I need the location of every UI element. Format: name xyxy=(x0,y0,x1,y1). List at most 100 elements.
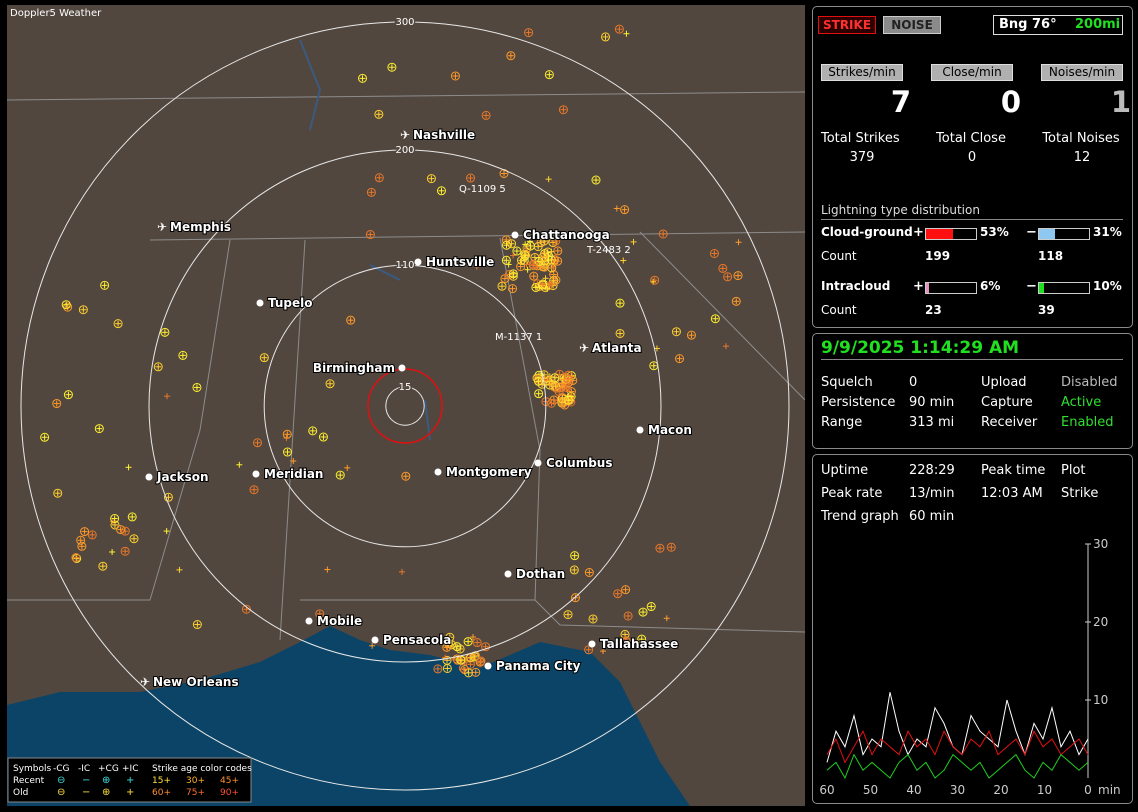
strike-circle xyxy=(113,319,123,329)
city-dot xyxy=(511,231,519,239)
strike-circle xyxy=(516,255,526,265)
strike-circle xyxy=(358,73,368,83)
strike-circle xyxy=(464,668,474,678)
rate-button[interactable]: Close/min xyxy=(931,64,1013,81)
strike-symbol xyxy=(374,109,384,119)
x-tick-label: 0 xyxy=(1084,783,1092,797)
x-tick-label: 50 xyxy=(863,783,878,797)
legend-symbol: ⊕ xyxy=(102,775,110,786)
city-dot xyxy=(588,640,596,648)
total-value: 0 xyxy=(967,150,977,165)
strike-button[interactable]: STRIKE xyxy=(818,16,876,34)
strike-symbol xyxy=(192,382,202,392)
legend-box xyxy=(7,757,252,803)
legend-symbol: − xyxy=(82,775,90,786)
status-cell: Range xyxy=(821,415,863,430)
strike-circle xyxy=(120,546,130,556)
strike-symbol xyxy=(463,637,473,647)
strike-symbol xyxy=(109,548,116,555)
strike-circle xyxy=(638,607,648,617)
legend-age: 45+ xyxy=(220,776,239,786)
city-label: Chattanooga xyxy=(523,228,610,242)
range-label: 15 xyxy=(399,382,412,393)
strike-circle xyxy=(568,375,578,385)
strike-circle xyxy=(546,398,556,408)
percent-bar-track xyxy=(1038,282,1090,294)
rate-button[interactable]: Strikes/min xyxy=(821,64,903,81)
strike-circle xyxy=(282,447,292,457)
strike-circle xyxy=(539,236,549,246)
airport-icon: ✈ xyxy=(400,128,410,142)
city-dot xyxy=(256,299,264,307)
strike-symbol xyxy=(113,319,123,329)
divider xyxy=(821,359,1123,360)
strike-circle xyxy=(387,62,397,72)
strike-symbol xyxy=(259,353,269,363)
strike-circle xyxy=(365,230,375,240)
strike-symbol xyxy=(481,110,491,120)
strike-symbol xyxy=(510,252,517,259)
strike-circle xyxy=(723,272,733,282)
strike-symbol xyxy=(613,205,620,212)
strike-symbol xyxy=(369,642,376,649)
legend-header: +IC xyxy=(122,764,138,774)
noise-button[interactable]: NOISE xyxy=(883,16,941,34)
strike-symbol xyxy=(544,285,551,292)
strike-symbol xyxy=(653,345,660,352)
legend-symbol: ⊕ xyxy=(102,787,110,798)
strike-circle xyxy=(249,485,259,495)
strike-symbol xyxy=(534,389,544,399)
legend-header: -CG xyxy=(53,764,70,774)
strike-symbol xyxy=(433,664,443,674)
strike-symbol xyxy=(475,657,485,667)
strike-symbol xyxy=(508,284,518,294)
trend-line xyxy=(826,692,1089,763)
city-label: Nashville xyxy=(413,128,475,142)
strike-symbol xyxy=(525,241,535,251)
legend-age: 60+ xyxy=(152,788,171,798)
city-label: Dothan xyxy=(516,567,565,581)
strike-symbol xyxy=(78,305,88,315)
strike-circle xyxy=(436,186,446,196)
strike-circle xyxy=(553,246,563,256)
strike-symbol xyxy=(346,315,356,325)
strike-circle xyxy=(658,229,668,239)
rate-button[interactable]: Noises/min xyxy=(1041,64,1123,81)
strike-circle xyxy=(374,109,384,119)
strike-circle xyxy=(98,561,108,571)
strike-symbol xyxy=(722,343,729,350)
strike-circle xyxy=(563,610,573,620)
x-unit: min xyxy=(1098,783,1121,797)
total-label: Total Strikes xyxy=(821,131,900,146)
strike-symbol xyxy=(563,385,570,392)
strike-circle xyxy=(686,330,696,340)
strike-symbol xyxy=(178,350,188,360)
strike-circle xyxy=(525,241,535,251)
status-cell: 90 min xyxy=(909,395,955,410)
strike-symbol xyxy=(282,429,292,439)
legend-age: 30+ xyxy=(186,776,205,786)
city-label: Macon xyxy=(648,423,692,437)
strike-symbol xyxy=(80,527,90,537)
strike-symbol xyxy=(570,551,580,561)
strike-circle xyxy=(458,663,468,673)
strike-circle xyxy=(315,609,325,619)
strike-circle xyxy=(563,395,573,405)
strike-circle xyxy=(613,589,623,599)
strike-symbol xyxy=(553,246,563,256)
strike-circle xyxy=(447,640,457,650)
strike-circle xyxy=(259,353,269,363)
city-dot xyxy=(434,468,442,476)
strike-symbol xyxy=(534,256,544,266)
strike-circle xyxy=(671,327,681,337)
range-label: 110 xyxy=(395,260,414,271)
strike-symbol xyxy=(550,264,557,271)
sign: + xyxy=(913,279,924,294)
strike-circle xyxy=(72,553,82,563)
sign: + xyxy=(913,225,924,240)
strike-symbol xyxy=(526,238,533,245)
status-cell: Upload xyxy=(981,375,1027,390)
x-tick-label: 20 xyxy=(993,783,1008,797)
strike-symbol xyxy=(472,638,482,648)
city-label: Pensacola xyxy=(383,633,451,647)
